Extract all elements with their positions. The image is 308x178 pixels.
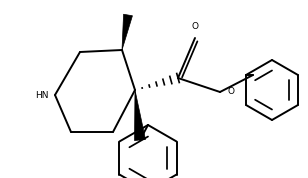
Polygon shape bbox=[122, 14, 132, 50]
Text: HN: HN bbox=[35, 90, 49, 100]
Polygon shape bbox=[135, 90, 145, 141]
Text: O: O bbox=[192, 22, 198, 31]
Text: O: O bbox=[227, 88, 234, 96]
